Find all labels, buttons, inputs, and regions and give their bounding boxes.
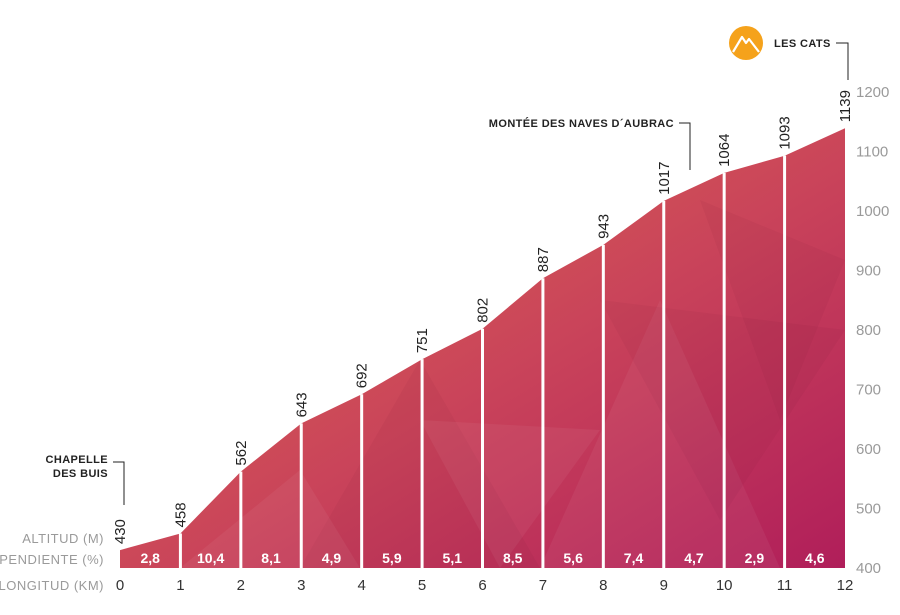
x-tick-label: 12 <box>837 577 854 594</box>
altitude-label: 1064 <box>716 134 733 167</box>
altitude-label: 692 <box>354 363 371 388</box>
texture-facet <box>180 470 360 568</box>
altitude-label: 1139 <box>837 90 854 122</box>
gradient-row-label: PENDIENTE (%) <box>0 552 104 567</box>
y-tick-label: 800 <box>856 322 881 339</box>
x-tick-label: 9 <box>660 577 668 594</box>
gradient-label: 5,6 <box>563 550 583 566</box>
x-tick-label: 8 <box>599 577 607 594</box>
altitude-label: 430 <box>112 519 129 544</box>
gradient-label: 10,4 <box>197 550 224 566</box>
distance-row-label: LONGITUD (KM) <box>0 578 104 593</box>
y-tick-labels: 400 500 600 700 800 900 1000 1100 1200 <box>856 84 889 577</box>
altitude-label: 1093 <box>777 116 794 149</box>
poi-montee-leader <box>679 122 691 170</box>
y-tick-label: 900 <box>856 263 881 280</box>
texture-facet <box>420 420 600 568</box>
gradient-label: 5,1 <box>443 550 463 566</box>
mountain-summit-icon <box>729 26 763 60</box>
altitude-row-label: ALTITUD (M) <box>22 531 104 546</box>
altitude-label: 887 <box>535 247 552 272</box>
poi-chapelle-line1: CHAPELLE <box>46 454 108 466</box>
poi-chapelle-line2: DES BUIS <box>53 468 108 480</box>
gradient-label: 5,9 <box>382 550 402 566</box>
altitude-label: 562 <box>233 441 250 466</box>
texture-facet <box>700 200 845 420</box>
points-of-interest: CHAPELLE DES BUIS MONTÉE DES NAVES D´AUB… <box>46 26 849 505</box>
x-tick-label: 6 <box>478 577 486 594</box>
y-tick-label: 400 <box>856 560 881 577</box>
y-tick-label: 1100 <box>856 144 888 161</box>
gradient-label: 4,6 <box>805 550 825 566</box>
km-separators <box>178 155 787 568</box>
x-tick-label: 0 <box>116 577 124 594</box>
altitude-label: 751 <box>414 328 431 353</box>
poi-les-cats-label: LES CATS <box>774 38 831 50</box>
x-tick-label: 2 <box>237 577 245 594</box>
poi-montee-label: MONTÉE DES NAVES D´AUBRAC <box>489 117 674 130</box>
gradient-label: 8,1 <box>261 550 281 566</box>
x-tick-label: 4 <box>357 577 365 594</box>
x-tick-label: 10 <box>716 577 733 594</box>
y-tick-label: 600 <box>856 441 881 458</box>
altitude-label: 943 <box>595 214 612 239</box>
gradient-label: 8,5 <box>503 550 523 566</box>
x-tick-label: 5 <box>418 577 426 594</box>
altitude-label: 458 <box>172 502 189 527</box>
row-labels: ALTITUD (M) PENDIENTE (%) LONGITUD (KM) <box>0 531 104 593</box>
poi-les-cats-leader <box>836 42 849 80</box>
y-tick-label: 500 <box>856 501 881 518</box>
poi-chapelle-leader <box>113 461 125 505</box>
gradient-label: 4,7 <box>684 550 704 566</box>
y-tick-label: 700 <box>856 382 881 399</box>
x-tick-label: 11 <box>777 577 793 594</box>
texture-facet <box>300 360 540 568</box>
altitude-label: 802 <box>475 298 492 323</box>
x-tick-label: 1 <box>176 577 184 594</box>
gradient-label: 2,9 <box>745 550 765 566</box>
altitude-labels: 430 458 562 643 692 751 802 887 943 1017 1064 1093 1… <box>112 90 854 544</box>
altitude-label: 643 <box>293 392 310 417</box>
x-tick-label: 3 <box>297 577 305 594</box>
gradient-labels: 2,8 10,4 8,1 4,9 5,9 5,1 8,5 5,6 7,4 4,7 2,9 4,6 <box>140 550 824 566</box>
altitude-label: 1017 <box>656 162 673 195</box>
gradient-label: 2,8 <box>140 550 160 566</box>
x-tick-labels: 0 1 2 3 4 5 6 7 8 9 10 11 12 <box>116 577 854 594</box>
x-tick-label: 7 <box>539 577 547 594</box>
gradient-label: 4,9 <box>322 550 342 566</box>
gradient-label: 7,4 <box>624 550 644 566</box>
texture-facet <box>540 300 780 568</box>
y-tick-label: 1200 <box>856 84 889 101</box>
y-tick-label: 1000 <box>856 203 889 220</box>
